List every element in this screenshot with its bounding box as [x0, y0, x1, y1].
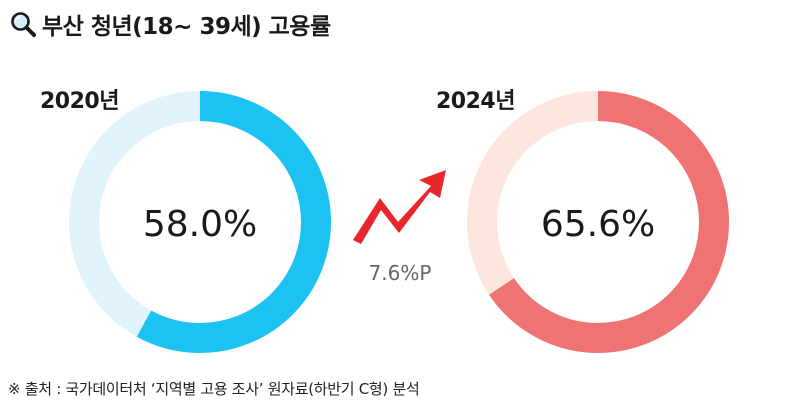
- chart-title: 부산 청년(18~ 39세) 고용률: [42, 14, 331, 40]
- rising-arrow-icon: [353, 170, 446, 244]
- donut-value-arc-2020: [69, 91, 331, 353]
- year-label-2024: 2024년: [436, 89, 515, 114]
- year-label-2020: 2020년: [40, 89, 119, 114]
- source-note: ※ 출처 : 국가데이터처 ‘지역별 고용 조사’ 원자료(하반기 C형) 분석: [8, 380, 420, 398]
- donut-value-arc-2024: [467, 91, 729, 353]
- value-label-2020: 58.0%: [143, 204, 257, 245]
- change-label: 7.6%P: [369, 261, 432, 285]
- chart-title-row: 부산 청년(18~ 39세) 고용률: [10, 6, 331, 42]
- magnifier-icon: [11, 12, 36, 37]
- value-label-2024: 65.6%: [541, 204, 655, 245]
